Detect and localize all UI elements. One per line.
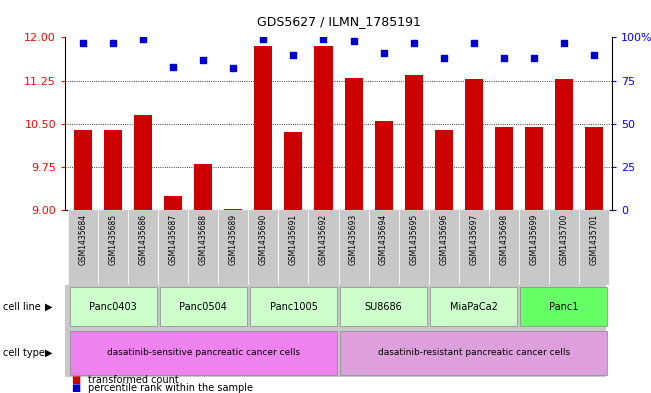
- Point: [529, 55, 539, 61]
- Bar: [98, 210, 128, 285]
- Text: Panc1005: Panc1005: [270, 301, 318, 312]
- Bar: [459, 210, 489, 285]
- Point: [439, 55, 449, 61]
- Text: ■: ■: [72, 375, 81, 385]
- Text: ■: ■: [72, 383, 81, 393]
- Bar: [520, 287, 607, 326]
- Text: MiaPaCa2: MiaPaCa2: [450, 301, 497, 312]
- Bar: [549, 210, 579, 285]
- Point: [408, 39, 419, 46]
- Point: [378, 50, 389, 56]
- Text: GSM1435688: GSM1435688: [199, 214, 208, 265]
- Point: [78, 39, 89, 46]
- Point: [168, 64, 178, 70]
- Text: transformed count: transformed count: [88, 375, 178, 385]
- Point: [108, 39, 118, 46]
- Bar: [398, 210, 428, 285]
- Text: GSM1435684: GSM1435684: [79, 214, 88, 265]
- Text: GSM1435701: GSM1435701: [589, 214, 598, 265]
- Bar: [164, 196, 182, 210]
- Text: GSM1435690: GSM1435690: [259, 214, 268, 265]
- Bar: [128, 210, 158, 285]
- Text: GSM1435692: GSM1435692: [319, 214, 328, 265]
- Bar: [188, 210, 218, 285]
- Bar: [405, 75, 422, 210]
- Text: Panc0403: Panc0403: [89, 301, 137, 312]
- Bar: [284, 132, 303, 210]
- Bar: [279, 210, 309, 285]
- Bar: [495, 127, 513, 210]
- Bar: [368, 210, 398, 285]
- Text: dasatinib-sensitive pancreatic cancer cells: dasatinib-sensitive pancreatic cancer ce…: [107, 348, 300, 357]
- Text: GSM1435687: GSM1435687: [169, 214, 178, 265]
- Text: GSM1435696: GSM1435696: [439, 214, 448, 265]
- Bar: [585, 127, 603, 210]
- Bar: [309, 210, 339, 285]
- Text: ▶: ▶: [45, 348, 53, 358]
- Point: [469, 39, 479, 46]
- Text: Panc0504: Panc0504: [180, 301, 227, 312]
- Bar: [579, 210, 609, 285]
- Bar: [555, 79, 573, 210]
- Text: SU8686: SU8686: [365, 301, 402, 312]
- Text: GSM1435693: GSM1435693: [349, 214, 358, 265]
- Text: GSM1435700: GSM1435700: [559, 214, 568, 265]
- Bar: [255, 46, 272, 210]
- Bar: [465, 79, 483, 210]
- Bar: [249, 210, 279, 285]
- Bar: [74, 130, 92, 210]
- Bar: [314, 46, 333, 210]
- Text: cell line: cell line: [3, 301, 41, 312]
- Point: [288, 51, 299, 58]
- Point: [318, 36, 329, 42]
- Bar: [339, 210, 368, 285]
- Text: GSM1435686: GSM1435686: [139, 214, 148, 265]
- Bar: [68, 210, 98, 285]
- Bar: [344, 78, 363, 210]
- Bar: [218, 210, 249, 285]
- Text: ▶: ▶: [45, 301, 53, 312]
- Point: [499, 55, 509, 61]
- Bar: [158, 210, 188, 285]
- Bar: [428, 210, 459, 285]
- Point: [198, 57, 208, 63]
- Bar: [519, 210, 549, 285]
- Text: cell type: cell type: [3, 348, 45, 358]
- Bar: [104, 130, 122, 210]
- Point: [258, 36, 269, 42]
- Bar: [159, 287, 247, 326]
- Point: [589, 51, 599, 58]
- Text: percentile rank within the sample: percentile rank within the sample: [88, 383, 253, 393]
- Bar: [70, 287, 157, 326]
- Bar: [70, 331, 337, 375]
- Text: GSM1435685: GSM1435685: [109, 214, 118, 265]
- Bar: [489, 210, 519, 285]
- Text: dasatinib-resistant pancreatic cancer cells: dasatinib-resistant pancreatic cancer ce…: [378, 348, 570, 357]
- Text: GSM1435695: GSM1435695: [409, 214, 418, 265]
- Text: GSM1435698: GSM1435698: [499, 214, 508, 265]
- Bar: [430, 287, 518, 326]
- Text: GSM1435699: GSM1435699: [529, 214, 538, 265]
- Text: GDS5627 / ILMN_1785191: GDS5627 / ILMN_1785191: [256, 15, 421, 28]
- Bar: [340, 287, 427, 326]
- Bar: [134, 115, 152, 210]
- Bar: [250, 287, 337, 326]
- Point: [138, 36, 148, 42]
- Text: GSM1435691: GSM1435691: [289, 214, 298, 265]
- Bar: [525, 127, 543, 210]
- Bar: [340, 331, 607, 375]
- Text: Panc1: Panc1: [549, 301, 579, 312]
- Bar: [225, 209, 242, 210]
- Point: [559, 39, 569, 46]
- Point: [228, 65, 238, 72]
- Point: [348, 38, 359, 44]
- Text: GSM1435694: GSM1435694: [379, 214, 388, 265]
- Bar: [374, 121, 393, 210]
- Bar: [435, 130, 452, 210]
- Text: GSM1435689: GSM1435689: [229, 214, 238, 265]
- Bar: [194, 164, 212, 210]
- Text: GSM1435697: GSM1435697: [469, 214, 478, 265]
